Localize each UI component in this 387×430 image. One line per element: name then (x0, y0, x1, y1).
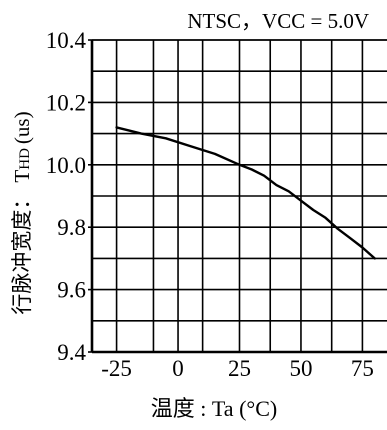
y-tick-label: 9.6 (57, 278, 86, 303)
y-tick-label: 10.0 (46, 153, 86, 178)
x-tick-label: 25 (228, 356, 251, 381)
y-tick-label: 9.4 (57, 340, 86, 365)
x-tick-label: 50 (289, 356, 312, 381)
y-axis-title-cn: 行脉冲宽度： (10, 189, 34, 315)
x-tick-label: 75 (351, 356, 374, 381)
axes-layer (88, 39, 387, 354)
x-tick-label: 0 (172, 356, 184, 381)
y-tick-label: 10.4 (46, 28, 87, 53)
series-line (115, 126, 376, 260)
y-tick-label: 9.8 (57, 215, 86, 240)
y-tick-label: 10.2 (46, 90, 86, 115)
tick-label-layer: 9.4 9.6 9.8 10.0 10.2 10.4 -25 0 25 50 75 (46, 28, 374, 381)
y-axis-title-unit: (us) (10, 111, 34, 144)
y-axis-title-symbol: T (10, 170, 34, 183)
grid-layer (92, 39, 387, 353)
series-layer (115, 126, 376, 260)
x-axis-title: 温度 : Ta (°C) (151, 396, 277, 421)
y-axis-title: 行脉冲宽度： THD (us) (10, 111, 34, 314)
x-tick-label: -25 (101, 356, 132, 381)
y-axis-title-subscript: HD (17, 148, 33, 170)
chart-title: NTSC，VCC = 5.0V (187, 9, 369, 33)
